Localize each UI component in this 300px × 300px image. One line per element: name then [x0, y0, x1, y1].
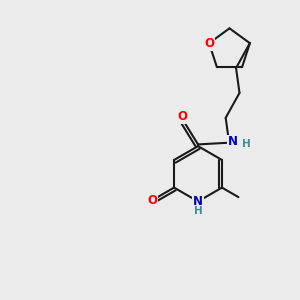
Text: O: O: [204, 37, 214, 50]
Text: H: H: [194, 206, 203, 216]
Text: H: H: [242, 139, 251, 149]
Text: O: O: [178, 110, 188, 123]
Text: N: N: [193, 195, 203, 208]
Text: O: O: [147, 194, 157, 207]
Text: N: N: [228, 136, 238, 148]
